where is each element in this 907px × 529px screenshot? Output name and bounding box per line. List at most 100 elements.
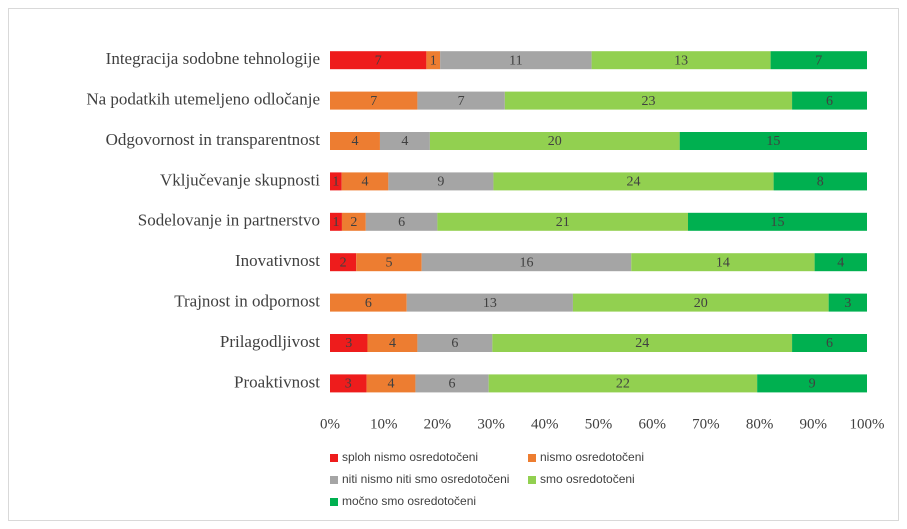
data-label: 15: [771, 215, 785, 230]
x-tick-label: 0%: [320, 416, 340, 432]
x-tick-label: 20%: [424, 416, 452, 432]
legend-swatch: [330, 454, 338, 462]
bar-segment: [572, 293, 829, 312]
category-label: Vključevanje skupnosti: [160, 170, 320, 189]
data-label: 4: [837, 255, 844, 270]
legend-swatch: [330, 476, 338, 484]
category-label: Sodelovanje in partnerstvo: [138, 211, 320, 230]
bar-segment: [679, 132, 867, 150]
data-label: 2: [350, 215, 357, 230]
bar-segment: [330, 172, 342, 191]
bar-segment: [828, 293, 867, 312]
category-label: Prilagodljivost: [220, 332, 320, 351]
data-label: 24: [635, 336, 649, 351]
bar-segment: [814, 253, 867, 272]
data-label: 7: [458, 94, 465, 109]
bar-segment: [415, 374, 489, 393]
data-label: 5: [385, 255, 392, 270]
legend-label: nismo osredotočeni: [540, 450, 644, 464]
data-label: 2: [340, 255, 347, 270]
bar-segment: [488, 374, 758, 393]
bar-segment: [341, 212, 366, 231]
data-label: 4: [388, 377, 395, 392]
bar-segment: [770, 51, 867, 70]
legend-swatch: [528, 454, 536, 462]
data-label: 7: [375, 53, 382, 68]
data-label: 4: [389, 336, 396, 351]
data-label: 22: [616, 377, 630, 392]
bar-segment: [792, 91, 867, 110]
bar-segment: [493, 172, 774, 191]
data-label: 1: [332, 215, 339, 230]
data-label: 7: [370, 94, 377, 109]
bar-segment: [367, 334, 418, 352]
data-label: 1: [332, 175, 339, 190]
bar-segment: [366, 374, 416, 393]
legend-label: smo osredotočeni: [540, 472, 635, 486]
bar-segment: [330, 293, 407, 312]
data-label: 13: [483, 296, 497, 311]
bar-segment: [492, 334, 793, 352]
data-label: 1: [430, 53, 437, 68]
bar-segment: [417, 91, 505, 110]
bar-segment: [341, 172, 389, 191]
legend-swatch: [528, 476, 536, 484]
bar-segment: [591, 51, 771, 70]
bar-segment: [426, 51, 441, 70]
bar-segment: [757, 374, 867, 393]
category-label: Trajnost in odpornost: [174, 292, 320, 311]
data-label: 6: [365, 296, 372, 311]
data-label: 20: [694, 296, 708, 311]
bar-segment: [504, 91, 793, 110]
x-tick-label: 100%: [850, 416, 885, 432]
bar-segment: [330, 132, 380, 150]
bar-segment: [356, 253, 422, 272]
data-label: 4: [362, 175, 369, 190]
bar-segment: [417, 334, 493, 352]
data-label: 16: [519, 255, 533, 270]
bar-segment: [330, 374, 367, 393]
bar-segment: [631, 253, 815, 272]
data-label: 14: [716, 255, 730, 270]
data-label: 9: [809, 377, 816, 392]
legend-label: močno smo osredotočeni: [342, 494, 476, 508]
data-label: 6: [826, 94, 833, 109]
data-label: 23: [641, 94, 655, 109]
bar-segment: [365, 212, 438, 231]
data-label: 9: [437, 175, 444, 190]
x-tick-label: 90%: [800, 416, 828, 432]
bar-segment: [406, 293, 573, 312]
legend-label: niti nismo niti smo osredotočeni: [342, 472, 509, 486]
data-label: 20: [548, 134, 562, 149]
category-label: Integracija sodobne tehnologije: [106, 49, 320, 68]
bar-segment: [429, 132, 680, 150]
bar-segment: [330, 334, 368, 352]
data-label: 4: [351, 134, 358, 149]
data-label: 7: [815, 53, 822, 68]
bar-segment: [792, 334, 867, 352]
data-label: 21: [556, 215, 570, 230]
x-tick-label: 10%: [370, 416, 398, 432]
data-label: 15: [766, 134, 780, 149]
data-label: 4: [401, 134, 408, 149]
bar-segment: [688, 212, 867, 231]
data-label: 24: [627, 175, 641, 190]
bar-segment: [388, 172, 494, 191]
data-label: 3: [844, 296, 851, 311]
legend-swatch: [330, 498, 338, 506]
x-tick-label: 40%: [531, 416, 559, 432]
bar-segment: [440, 51, 592, 70]
bar-segment: [330, 253, 357, 272]
legend-label: sploh nismo osredotočeni: [342, 450, 478, 464]
category-label: Proaktivnost: [234, 372, 320, 391]
bar-segment: [330, 91, 418, 110]
data-label: 6: [449, 377, 456, 392]
bar-segment: [379, 132, 430, 150]
data-label: 3: [345, 336, 352, 351]
bar-segment: [421, 253, 632, 272]
x-tick-label: 60%: [638, 416, 666, 432]
data-label: 13: [674, 53, 688, 68]
category-label: Inovativnost: [235, 251, 320, 270]
data-label: 6: [451, 336, 458, 351]
